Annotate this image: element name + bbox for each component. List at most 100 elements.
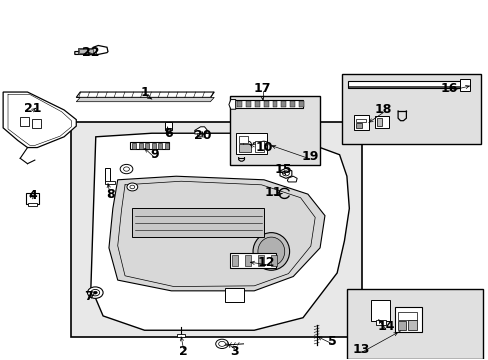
Bar (232, 255, 238, 266)
Text: 12: 12 (257, 256, 275, 269)
Polygon shape (280, 168, 291, 178)
Ellipse shape (252, 233, 289, 270)
Text: 5: 5 (327, 335, 336, 348)
Text: 10: 10 (255, 141, 272, 154)
Bar (229, 96, 320, 166)
Bar (272, 101, 277, 107)
Circle shape (123, 167, 129, 171)
Text: 22: 22 (82, 46, 100, 59)
Polygon shape (253, 141, 267, 146)
Ellipse shape (257, 237, 284, 266)
Circle shape (127, 183, 138, 191)
Circle shape (93, 291, 97, 294)
Bar (196, 133, 201, 136)
Bar (341, 74, 480, 144)
Text: 6: 6 (164, 127, 173, 140)
Bar (71, 122, 361, 337)
Bar (355, 123, 361, 128)
Circle shape (243, 141, 251, 147)
Text: 19: 19 (301, 150, 318, 163)
Bar (355, 119, 366, 122)
Polygon shape (91, 133, 348, 330)
Text: 8: 8 (106, 188, 115, 201)
Polygon shape (76, 98, 214, 102)
Bar (32, 119, 41, 128)
Circle shape (215, 339, 228, 348)
Bar (166, 128, 170, 132)
Bar (245, 255, 251, 266)
Text: 15: 15 (274, 163, 292, 176)
Polygon shape (78, 48, 96, 54)
Bar (346, 289, 483, 359)
Text: 1: 1 (140, 86, 149, 99)
Bar (234, 100, 303, 108)
Text: 17: 17 (253, 82, 271, 95)
Bar (104, 181, 115, 184)
Bar (79, 49, 93, 53)
Bar (245, 101, 250, 107)
Bar (394, 307, 421, 332)
Text: 13: 13 (352, 343, 369, 356)
Polygon shape (194, 127, 207, 134)
Bar (281, 101, 285, 107)
Bar (28, 203, 37, 206)
Bar (238, 144, 250, 152)
Bar (397, 321, 406, 330)
Bar (20, 117, 29, 126)
Bar (271, 255, 277, 266)
Polygon shape (76, 92, 214, 98)
Bar (299, 101, 304, 107)
Bar (164, 143, 168, 149)
Bar (353, 115, 368, 130)
Circle shape (120, 165, 133, 174)
Bar (235, 132, 267, 154)
Bar (145, 143, 149, 149)
Text: 14: 14 (376, 320, 394, 333)
Bar (238, 136, 248, 143)
Bar (224, 288, 243, 302)
Bar (254, 141, 263, 152)
Bar (237, 101, 242, 107)
Bar (132, 143, 136, 149)
Bar (164, 122, 172, 130)
Circle shape (282, 171, 289, 176)
Bar (375, 320, 385, 325)
Circle shape (130, 185, 135, 189)
Text: 7: 7 (84, 290, 93, 303)
Bar (177, 334, 184, 337)
Bar (132, 208, 264, 237)
Text: 4: 4 (28, 189, 37, 202)
Bar (104, 168, 110, 183)
Text: 18: 18 (374, 103, 391, 116)
Bar (374, 116, 388, 128)
Bar (407, 320, 416, 330)
Bar (229, 253, 276, 267)
Text: 21: 21 (23, 102, 41, 114)
Bar (258, 255, 264, 266)
Bar (347, 81, 467, 89)
Text: 11: 11 (264, 186, 282, 199)
Bar (263, 101, 268, 107)
Polygon shape (228, 100, 235, 109)
Bar (130, 142, 168, 149)
Polygon shape (3, 92, 76, 148)
Bar (254, 101, 259, 107)
Bar (158, 143, 162, 149)
Text: 3: 3 (230, 345, 239, 357)
Text: 9: 9 (150, 148, 158, 161)
Bar (152, 143, 156, 149)
Circle shape (218, 341, 225, 346)
Text: 16: 16 (440, 82, 457, 95)
Bar (370, 300, 389, 321)
Text: 2: 2 (179, 345, 187, 357)
Polygon shape (109, 176, 325, 291)
Bar (290, 101, 295, 107)
Bar (397, 312, 416, 320)
Bar (459, 79, 469, 91)
Bar (26, 193, 39, 204)
Bar (139, 143, 142, 149)
Polygon shape (287, 176, 297, 182)
Polygon shape (75, 45, 108, 54)
Circle shape (91, 289, 100, 296)
Circle shape (87, 287, 103, 298)
